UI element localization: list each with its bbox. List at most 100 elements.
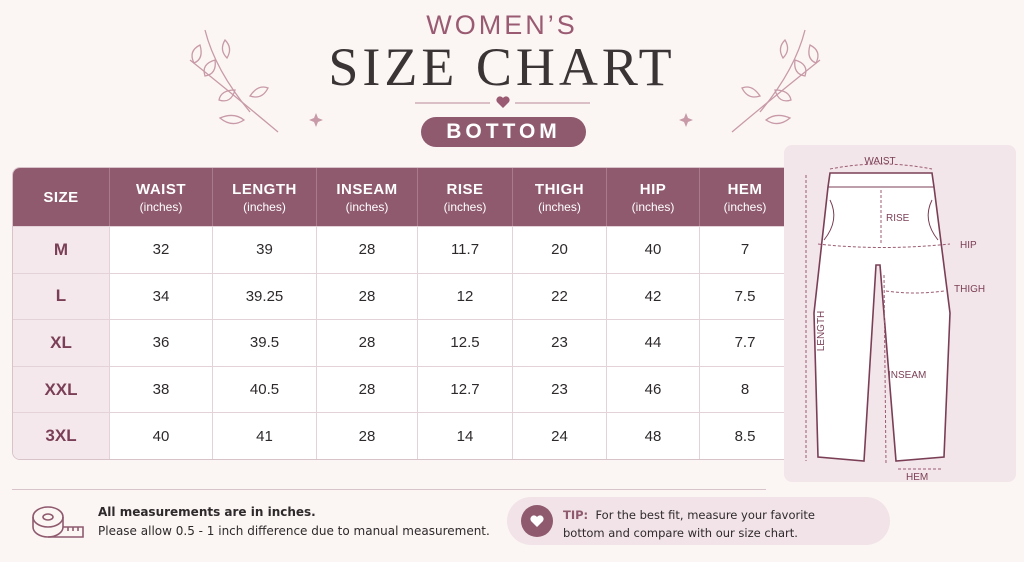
label-rise: RISE (886, 213, 910, 224)
table-row: XL 36 39.5 28 12.5 23 44 7.7 (13, 319, 791, 366)
value-cell: 14 (418, 412, 513, 459)
table-row: 3XL 40 41 28 14 24 48 8.5 (13, 412, 791, 459)
label-thigh: THIGH (954, 284, 985, 295)
value-cell: 8.5 (700, 412, 791, 459)
size-cell: XL (13, 319, 110, 366)
column-name: HIP (639, 180, 667, 198)
column-unit: (inches) (243, 199, 286, 214)
value-cell: 39 (213, 226, 317, 273)
value-cell: 32 (110, 226, 213, 273)
column-name: LENGTH (232, 180, 297, 198)
divider (12, 489, 766, 490)
column-name: THIGH (534, 180, 585, 198)
column-unit: (inches) (139, 199, 183, 214)
value-cell: 7.5 (700, 272, 791, 320)
sparkles (309, 113, 693, 127)
value-cell: 28 (317, 226, 418, 273)
leaves (189, 29, 821, 133)
value-cell: 8 (700, 365, 791, 413)
column-unit: (inches) (723, 199, 767, 214)
size-cell: M (13, 226, 110, 273)
column-header: LENGTH (inches) (213, 168, 317, 226)
label-hem: HEM (906, 472, 928, 482)
tape-icon (32, 506, 84, 538)
column-name: HEM (727, 180, 763, 198)
value-cell: 46 (607, 365, 700, 413)
value-cell: 12.5 (418, 319, 513, 366)
pants-diagram: WAIST RISE HIP THIGH LENGTH INSEAM HEM (805, 156, 985, 482)
column-header: HEM (inches) (700, 168, 791, 226)
value-cell: 39.25 (213, 272, 317, 320)
value-cell: 44 (607, 319, 700, 366)
value-cell: 40 (110, 412, 213, 459)
column-name: INSEAM (336, 180, 398, 198)
table-row: XXL 38 40.5 28 12.7 23 46 8 (13, 365, 791, 413)
size-cell: 3XL (13, 412, 110, 459)
column-unit: (inches) (631, 199, 675, 214)
column-name: RISE (446, 180, 484, 198)
value-cell: 7 (700, 226, 791, 273)
column-name: WAIST (136, 180, 186, 198)
value-cell: 28 (317, 412, 418, 459)
column-unit: (inches) (345, 199, 389, 214)
value-cell: 42 (607, 272, 700, 320)
column-header: WAIST (inches) (110, 168, 213, 226)
column-header: HIP (inches) (607, 168, 700, 226)
tip: TIP: For the best fit, measure your favo… (563, 506, 853, 542)
value-cell: 40 (607, 226, 700, 273)
value-cell: 28 (317, 365, 418, 413)
value-cell: 20 (513, 226, 607, 273)
measure-lines (805, 163, 951, 470)
label-waist: WAIST (864, 156, 895, 167)
pants (813, 172, 951, 462)
label-length: LENGTH (816, 311, 827, 352)
heart (496, 96, 510, 108)
table-row: L 34 39.25 28 12 22 42 7.5 (13, 272, 791, 320)
value-cell: 48 (607, 412, 700, 459)
column-unit: (inches) (538, 199, 581, 214)
table-row: M 32 39 28 11.7 20 40 7 (13, 226, 791, 273)
value-cell: 12.7 (418, 365, 513, 413)
size-cell: L (13, 272, 110, 320)
note-text: Please allow 0.5 - 1 inch difference due… (98, 524, 490, 538)
size-cell: XXL (13, 365, 110, 413)
value-cell: 34 (110, 272, 213, 320)
value-cell: 22 (513, 272, 607, 320)
tip-box (507, 497, 890, 545)
label-inseam: INSEAM (888, 370, 926, 381)
note-title: All measurements are in inches. (98, 505, 316, 519)
value-cell: 28 (317, 272, 418, 320)
tip-label: TIP: (563, 508, 589, 522)
badge: BOTTOM (421, 117, 586, 147)
pants-details (823, 186, 939, 241)
value-cell: 23 (513, 319, 607, 366)
value-cell: 23 (513, 365, 607, 413)
label-hip: HIP (960, 240, 977, 251)
tip-text: For the best fit, measure your favorite … (563, 508, 815, 540)
value-cell: 41 (213, 412, 317, 459)
subtitle: WOMEN’S (426, 10, 578, 40)
tip-icon (521, 505, 553, 537)
column-header: SIZE (13, 168, 110, 226)
value-cell: 28 (317, 319, 418, 366)
value-cell: 36 (110, 319, 213, 366)
table-body: M 32 39 28 11.7 20 40 7 L 34 39.25 28 12 22 42 7.5 XL 36 3… (13, 226, 791, 459)
value-cell: 7.7 (700, 319, 791, 366)
column-unit: (inches) (443, 199, 487, 214)
column-name: SIZE (43, 188, 79, 206)
column-header: RISE (inches) (418, 168, 513, 226)
column-header: THIGH (inches) (513, 168, 607, 226)
value-cell: 39.5 (213, 319, 317, 366)
value-cell: 24 (513, 412, 607, 459)
header-row: SIZE WAIST (inches) LENGTH (inches) INSEAM (in… (13, 168, 791, 226)
size-table: SIZE WAIST (inches) LENGTH (inches) INSEAM (in… (12, 167, 792, 460)
value-cell: 11.7 (418, 226, 513, 273)
title: SIZE CHART (328, 37, 676, 97)
value-cell: 38 (110, 365, 213, 413)
column-header: INSEAM (inches) (317, 168, 418, 226)
value-cell: 12 (418, 272, 513, 320)
value-cell: 40.5 (213, 365, 317, 413)
